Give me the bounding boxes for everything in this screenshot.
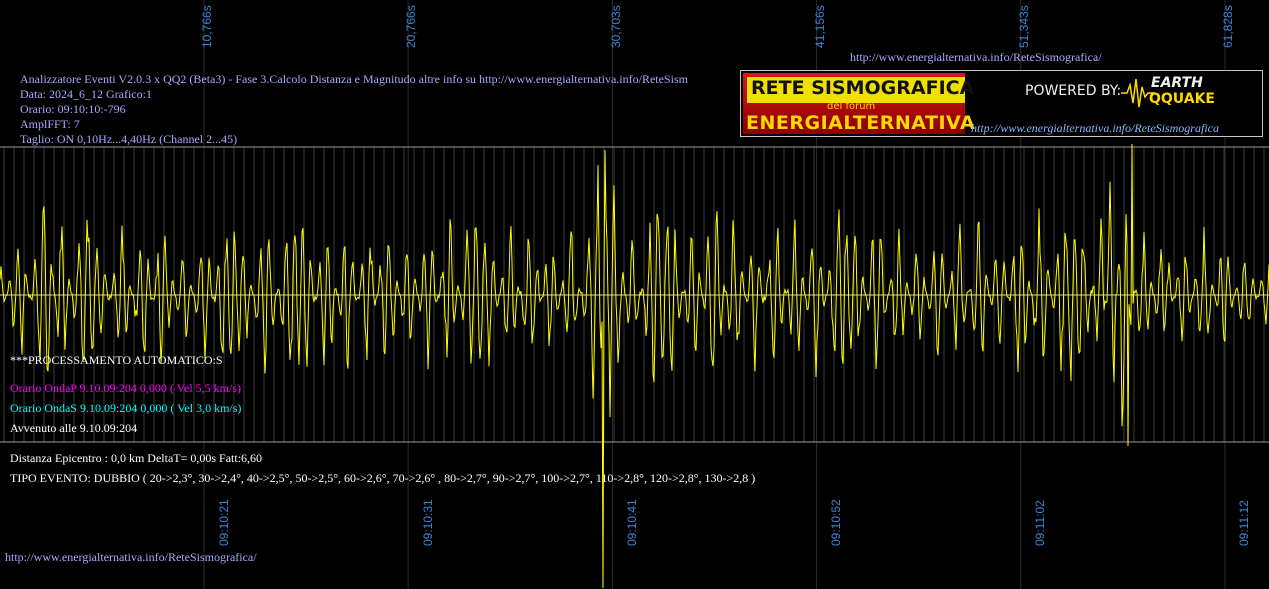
top-tick-1: 20,766s bbox=[404, 5, 418, 48]
header-amplfft: AmplFFT: 7 bbox=[20, 117, 80, 131]
onda-s-time: Orario OndaS 9.10.09:204 0,000 ( Vel 3,0… bbox=[10, 401, 242, 415]
bottom-tick-0: 09:10:21 bbox=[217, 499, 231, 546]
onda-p-time: Orario OndaP 9.10.09:204 0,000 ( Vel 5,5… bbox=[10, 381, 241, 395]
top-tick-3: 41,156s bbox=[813, 5, 827, 48]
logo-earth: EARTH bbox=[1151, 75, 1203, 91]
bottom-tick-2: 09:10:41 bbox=[625, 499, 639, 546]
logo-forum-name: ENERGIALTERNATIVA bbox=[746, 112, 976, 134]
top-tick-0: 10,766s bbox=[200, 5, 214, 48]
rete-sismografica-logo: RETE SISMOGRAFICA del forum ENERGIALTERN… bbox=[740, 70, 1263, 137]
header-title: Analizzatore Eventi V2.0.3 x QQ2 (Beta3)… bbox=[20, 72, 688, 86]
event-time: Avvenuto alle 9.10.09:204 bbox=[10, 421, 138, 435]
logo-yellow-band bbox=[747, 77, 965, 103]
seismo-wave-icon bbox=[1121, 78, 1155, 108]
footer-url[interactable]: http://www.energialternativa.info/ReteSi… bbox=[5, 550, 257, 564]
logo-powered-by: POWERED BY: bbox=[1025, 83, 1122, 99]
event-type: TIPO EVENTO: DUBBIO ( 20->2,3°, 30->2,4°… bbox=[10, 471, 756, 485]
top-tick-2: 30,703s bbox=[609, 5, 623, 48]
header-date: Data: 2024_6_12 Grafico:1 bbox=[20, 87, 152, 101]
header-time: Orario: 09:10:10:-796 bbox=[20, 102, 126, 116]
top-tick-4: 51,343s bbox=[1017, 5, 1031, 48]
bottom-tick-5: 09:11:12 bbox=[1237, 500, 1251, 546]
logo-url[interactable]: http://www.energialternativa.info/ReteSi… bbox=[971, 121, 1219, 135]
processing-title: ***PROCESSAMENTO AUTOMATICO:S bbox=[10, 353, 223, 367]
logo-subtitle: del forum bbox=[827, 101, 876, 112]
header-filter: Taglio: ON 0,10Hz...4,40Hz (Channel 2...… bbox=[20, 132, 238, 146]
bottom-tick-4: 09:11:02 bbox=[1033, 500, 1047, 546]
bottom-tick-1: 09:10:31 bbox=[421, 499, 435, 546]
logo-title: RETE SISMOGRAFICA bbox=[751, 77, 975, 99]
logo-qquake: QQUAKE bbox=[1149, 91, 1215, 107]
bottom-tick-3: 09:10:52 bbox=[829, 499, 843, 546]
top-url[interactable]: http://www.energialternativa.info/ReteSi… bbox=[850, 50, 1102, 64]
epicenter-distance: Distanza Epicentro : 0,0 km DeltaT= 0,00… bbox=[10, 451, 263, 465]
top-tick-5: 61,828s bbox=[1221, 5, 1235, 48]
seismic-trace bbox=[0, 143, 1269, 589]
